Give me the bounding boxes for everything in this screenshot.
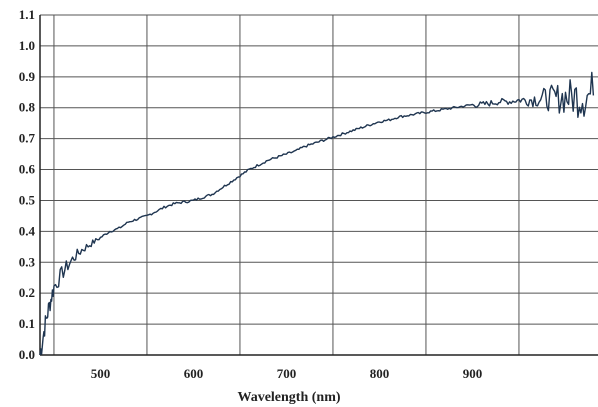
series-group: [39, 71, 595, 356]
data-line-series-0: [39, 71, 595, 356]
x-tick-label-4: 900: [463, 366, 483, 381]
y-tick-label-0: 0.0: [19, 347, 35, 362]
y-axis-ticks: 0.0 0.1 0.2 0.3 0.4 0.5 0.6 0.7 0.8 0.9 1.0 1.1: [19, 7, 36, 362]
x-axis-label: Wavelength (nm): [237, 390, 340, 405]
y-tick-label-10: 1.0: [19, 38, 35, 53]
y-tick-label-8: 0.8: [19, 100, 36, 115]
y-tick-label-5: 0.5: [19, 192, 36, 207]
plot-frame: [39, 15, 598, 356]
y-tick-label-4: 0.4: [19, 223, 36, 238]
x-tick-label-3: 800: [370, 366, 390, 381]
y-tick-label-6: 0.6: [19, 162, 36, 177]
grid: [40, 14, 598, 356]
y-tick-label-3: 0.3: [19, 254, 36, 269]
y-tick-label-7: 0.7: [19, 131, 36, 146]
y-tick-label-1: 0.1: [19, 316, 35, 331]
y-tick-label-9: 0.9: [19, 69, 36, 84]
x-axis-ticks: 500 600 700 800 900: [91, 366, 483, 381]
y-tick-label-11: 1.1: [19, 7, 35, 22]
x-tick-label-1: 600: [184, 366, 204, 381]
y-tick-label-2: 0.2: [19, 285, 35, 300]
x-tick-label-0: 500: [91, 366, 111, 381]
x-tick-label-2: 700: [277, 366, 297, 381]
